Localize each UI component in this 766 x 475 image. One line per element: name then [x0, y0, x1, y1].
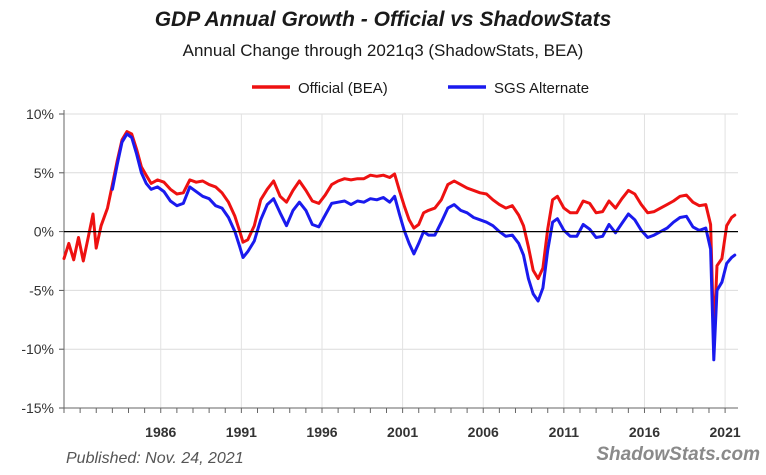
gridlines: [64, 113, 738, 409]
x-axis: 1986 1991 1996 2001 2006 2011 2016 2021: [63, 407, 741, 440]
x-tick-label: 1986: [145, 424, 176, 440]
x-tick-label: 2016: [629, 424, 660, 440]
x-tick-label: 2001: [387, 424, 418, 440]
series-line-sgs-alternate: [110, 132, 737, 362]
legend: Official (BEA) SGS Alternate: [252, 80, 589, 97]
y-axis: 10% 5% 0% -5% -10% -15%: [21, 106, 65, 416]
y-tick-label: -5%: [29, 282, 54, 298]
brand-watermark: ShadowStats.com: [596, 444, 760, 465]
x-tick-label: 1991: [226, 424, 257, 440]
y-tick-label: 5%: [34, 165, 54, 181]
y-tick-label: 0%: [34, 224, 54, 240]
series-line-official: [62, 130, 737, 341]
x-tick-label: 2006: [468, 424, 499, 440]
chart-subtitle: Annual Change through 2021q3 (ShadowStat…: [183, 41, 584, 60]
published-date: Published: Nov. 24, 2021: [66, 450, 244, 467]
y-tick-label: -15%: [21, 400, 54, 416]
series-layer: [62, 130, 737, 362]
legend-label-sgs: SGS Alternate: [494, 80, 589, 97]
y-tick-label: -10%: [21, 341, 54, 357]
x-tick-label: 2021: [710, 424, 741, 440]
x-tick-label: 1996: [306, 424, 337, 440]
legend-label-official: Official (BEA): [298, 80, 388, 97]
y-tick-label: 10%: [26, 106, 54, 122]
chart-title: GDP Annual Growth - Official vs ShadowSt…: [155, 8, 612, 31]
x-tick-label: 2011: [549, 424, 580, 440]
